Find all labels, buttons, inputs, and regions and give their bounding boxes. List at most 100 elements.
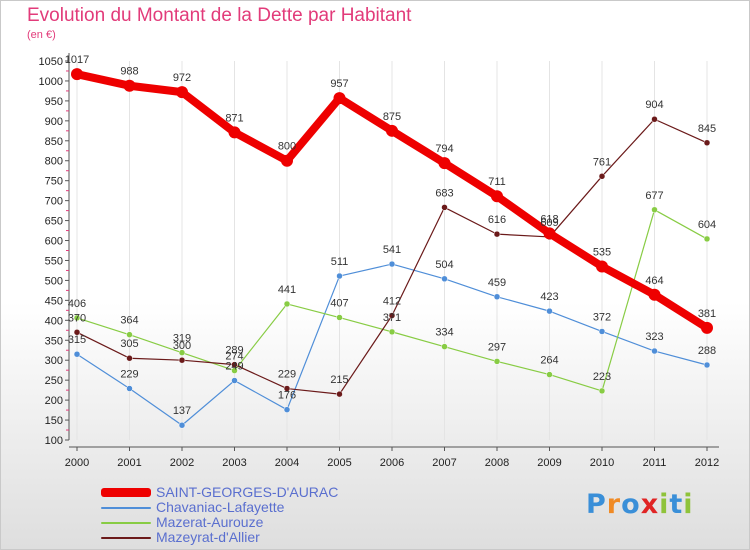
data-label-0: 464 xyxy=(645,275,663,287)
x-tick-label: 2007 xyxy=(432,457,456,469)
series-point-2 xyxy=(283,300,291,308)
legend-label: Mazeyrat-d'Allier xyxy=(156,529,260,545)
series-point-1 xyxy=(388,260,396,268)
series-point-3 xyxy=(703,139,711,147)
series-point-0 xyxy=(438,157,451,170)
data-labels: 315 229 137 249 176 511 541 504 459 423 372 323 288 4… xyxy=(65,54,716,417)
data-label-2: 604 xyxy=(698,219,716,231)
data-label-2: 371 xyxy=(383,312,401,324)
series-point-0 xyxy=(648,288,661,301)
series-point-1 xyxy=(231,377,238,384)
series-point-3 xyxy=(283,385,291,392)
series-point-1 xyxy=(178,421,186,429)
series-point-0 xyxy=(281,154,293,167)
data-label-0: 988 xyxy=(120,66,138,78)
series-point-0 xyxy=(596,260,608,273)
x-tick-label: 2008 xyxy=(485,457,509,469)
data-label-1: 372 xyxy=(593,311,611,323)
series-point-0 xyxy=(333,92,346,105)
series-point-3 xyxy=(651,115,658,123)
series-point-2 xyxy=(336,314,343,321)
data-label-0: 794 xyxy=(435,143,453,155)
data-label-3: 229 xyxy=(278,369,296,381)
data-label-1: 137 xyxy=(173,405,191,417)
y-tick-label: 450 xyxy=(45,295,63,307)
legend-item: Mazerat-Aurouze xyxy=(101,515,338,530)
y-tick-label: 150 xyxy=(45,415,63,427)
series-point-3 xyxy=(231,361,238,368)
y-tick-label: 100 xyxy=(45,435,63,447)
data-label-3: 609 xyxy=(540,217,558,229)
series-point-1 xyxy=(546,307,553,315)
y-tick-label: 1000 xyxy=(39,76,63,88)
y-tick-label: 400 xyxy=(45,315,63,327)
x-tick-label: 2000 xyxy=(65,457,89,469)
data-label-3: 412 xyxy=(383,296,401,308)
data-label-0: 618 xyxy=(540,213,558,225)
data-label-2: 407 xyxy=(330,298,348,310)
x-tick-label: 2011 xyxy=(643,457,667,469)
series-point-0 xyxy=(176,86,188,99)
data-label-3: 289 xyxy=(225,345,243,357)
y-tick-label: 700 xyxy=(45,196,63,208)
data-label-2: 297 xyxy=(488,341,506,353)
data-label-1: 511 xyxy=(331,256,349,268)
legend: SAINT-GEORGES-D'AURAC Chavaniac-Lafayette… xyxy=(101,485,338,545)
data-label-3: 683 xyxy=(435,187,453,199)
data-label-1: 423 xyxy=(540,291,558,303)
x-tick-label: 2005 xyxy=(327,457,351,469)
data-label-3: 845 xyxy=(698,123,716,135)
series-point-3 xyxy=(336,390,343,398)
series-point-2 xyxy=(493,358,501,365)
y-tick-label: 850 xyxy=(45,136,63,148)
y-tick-label: 500 xyxy=(45,275,63,287)
x-tick-label: 2002 xyxy=(170,457,194,469)
series-point-2 xyxy=(546,371,553,378)
legend-swatch xyxy=(101,506,151,509)
axes: 100 150 200 250 300 350 400 450 500 550 600 650 700 7… xyxy=(39,53,719,469)
data-label-1: 315 xyxy=(68,334,86,346)
x-tick-label: 2001 xyxy=(117,457,141,469)
x-tick-label: 2010 xyxy=(590,457,614,469)
data-label-0: 711 xyxy=(488,176,506,188)
proxiti-logo: Proxiti xyxy=(586,489,694,520)
legend-label: Chavaniac-Lafayette xyxy=(156,499,285,515)
data-label-0: 535 xyxy=(593,246,611,258)
y-tick-label: 800 xyxy=(45,156,63,168)
y-tick-label: 900 xyxy=(45,116,63,128)
y-tick-label: 350 xyxy=(45,335,63,347)
series-point-0 xyxy=(386,124,398,137)
series-point-2 xyxy=(126,331,133,338)
x-tick-label: 2012 xyxy=(695,457,719,469)
series-point-1 xyxy=(598,328,606,335)
y-tick-label: 1050 xyxy=(39,56,63,68)
series-point-2 xyxy=(178,349,186,356)
series-point-1 xyxy=(493,293,501,301)
x-tick-label: 2006 xyxy=(380,457,404,469)
data-label-0: 1017 xyxy=(65,54,89,66)
legend-item: Chavaniac-Lafayette xyxy=(101,500,338,515)
x-tick-label: 2003 xyxy=(222,457,246,469)
data-label-0: 800 xyxy=(278,141,296,153)
data-label-1: 323 xyxy=(645,331,663,343)
data-label-2: 406 xyxy=(68,298,86,310)
series-point-1 xyxy=(126,385,133,392)
y-tick-label: 950 xyxy=(45,96,63,108)
y-tick-label: 650 xyxy=(45,216,63,228)
data-label-2: 364 xyxy=(120,315,138,327)
data-label-2: 223 xyxy=(593,371,611,383)
series-point-3 xyxy=(493,230,501,238)
data-label-0: 875 xyxy=(383,111,401,123)
data-label-1: 504 xyxy=(435,259,453,271)
logo-letter: x xyxy=(640,489,660,520)
gridlines xyxy=(76,61,708,440)
data-label-0: 957 xyxy=(330,78,348,90)
x-tick-label: 2009 xyxy=(537,457,561,469)
legend-swatch xyxy=(101,488,151,497)
data-label-0: 972 xyxy=(173,72,191,84)
series-point-2 xyxy=(598,387,606,395)
series xyxy=(71,68,713,429)
series-point-1 xyxy=(703,361,711,369)
logo-letter: P xyxy=(586,489,607,520)
data-label-2: 264 xyxy=(540,355,558,367)
